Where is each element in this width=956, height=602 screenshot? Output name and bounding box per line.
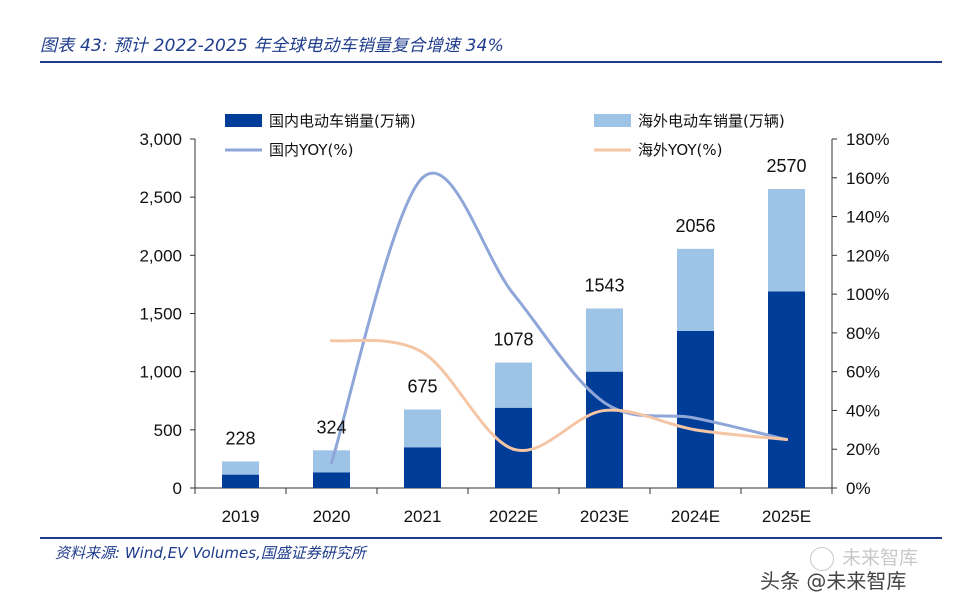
point-domestic-yoy: [512, 292, 515, 296]
legend-swatch-overseas-sales: [594, 114, 631, 127]
legend-label-domestic-sales: 国内电动车销量(万辆): [269, 112, 416, 130]
x-tick-label: 2020: [313, 507, 351, 526]
point-domestic-yoy: [694, 416, 697, 420]
y-right-tick-label: 60%: [846, 363, 880, 382]
bar-domestic: [586, 371, 623, 488]
point-overseas-yoy: [694, 428, 697, 432]
bar-overseas: [586, 308, 623, 372]
point-overseas-yoy: [603, 408, 606, 412]
point-domestic-yoy: [603, 401, 606, 405]
x-tick-label: 2024E: [671, 507, 720, 526]
x-tick-label: 2019: [222, 507, 260, 526]
figure-title: 图表 43: 预计 2022-2025 年全球电动车销量复合增速 34%: [40, 36, 505, 56]
legend-label-overseas-sales: 海外电动车销量(万辆): [638, 112, 785, 130]
bar-total-label: 675: [407, 376, 437, 396]
watermark-brand-text: 未来智库: [842, 547, 919, 569]
chart-legend: 国内电动车销量(万辆) 海外电动车销量(万辆) 国内YOY(%) 海外YOY(%…: [225, 112, 785, 159]
y-left-tick-label: 500: [154, 421, 182, 440]
bar-domestic: [768, 291, 805, 488]
legend-label-overseas-yoy: 海外YOY(%): [638, 141, 722, 159]
legend-label-domestic-yoy: 国内YOY(%): [269, 141, 353, 159]
x-tick-label: 2022E: [489, 507, 538, 526]
x-tick-label: 2025E: [762, 507, 811, 526]
bar-overseas: [677, 248, 714, 331]
y-left-tick-label: 0: [173, 479, 182, 498]
point-overseas-yoy: [512, 447, 515, 451]
bar-domestic: [404, 447, 441, 488]
y-right-tick-label: 80%: [846, 324, 880, 343]
y-right-tick-label: 140%: [846, 208, 889, 227]
line-domestic-yoy: [330, 171, 788, 465]
bar-overseas: [768, 189, 805, 292]
chart-axes: 0 500 1,000 1,500 2,000 2,500 3,000 0% 20% 40% 60%…: [139, 130, 889, 526]
x-tick-label: 2023E: [580, 507, 629, 526]
y-right-tick-label: 180%: [846, 130, 889, 149]
source-rule: [40, 537, 942, 539]
bar-domestic: [222, 474, 259, 488]
point-overseas-yoy: [785, 438, 788, 442]
y-left-tick-label: 2,500: [139, 188, 182, 207]
bar-overseas: [495, 362, 532, 408]
bar-total-label: 2056: [675, 216, 715, 236]
bar-total-label: 2570: [766, 156, 806, 176]
y-left-tick-label: 1,000: [139, 363, 182, 382]
x-tick-label: 2021: [404, 507, 442, 526]
y-right-tick-label: 160%: [846, 169, 889, 188]
legend-swatch-domestic-sales: [225, 114, 262, 127]
point-overseas-yoy: [421, 350, 424, 354]
bar-total-label: 1543: [584, 275, 624, 295]
title-rule: [40, 61, 942, 63]
line-overseas-yoy: [330, 338, 788, 453]
y-right-tick-label: 120%: [846, 246, 889, 265]
bar-overseas: [404, 409, 441, 448]
point-overseas-yoy: [330, 339, 333, 343]
point-domestic-yoy: [421, 176, 424, 180]
source-note: 资料来源: Wind,EV Volumes,国盛证券研究所: [55, 544, 366, 562]
watermark-brand: 未来智库: [810, 543, 940, 571]
bar-total-label: 324: [316, 417, 346, 437]
bar-domestic: [677, 330, 714, 488]
y-left-tick-label: 1,500: [139, 305, 182, 324]
y-right-tick-label: 0%: [846, 479, 871, 498]
chart-labels: 228 324 675 1078 1543 2056 2570: [225, 156, 806, 448]
bar-total-label: 228: [225, 428, 255, 448]
wechat-icon: [810, 546, 834, 571]
y-right-tick-label: 20%: [846, 440, 880, 459]
y-right-tick-label: 40%: [846, 401, 880, 420]
point-domestic-yoy: [330, 461, 333, 465]
chart-lines: [330, 171, 788, 465]
y-left-tick-label: 2,000: [139, 246, 182, 265]
bar-overseas: [222, 461, 259, 475]
watermark-overlay: 头条 @未来智库: [760, 569, 907, 593]
y-right-tick-label: 100%: [846, 285, 889, 304]
bar-total-label: 1078: [493, 330, 533, 350]
y-left-tick-label: 3,000: [139, 130, 182, 149]
bar-domestic: [313, 472, 350, 488]
